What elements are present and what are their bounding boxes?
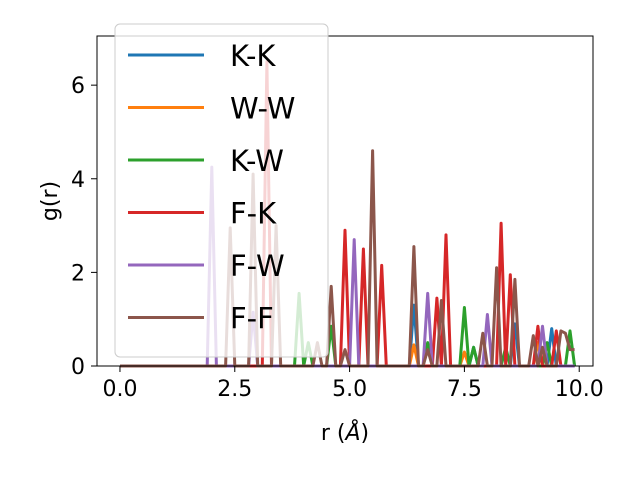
legend-label: F-W <box>230 249 285 283</box>
y-axis-label: g(r) <box>38 181 63 221</box>
x-tick-label: 2.5 <box>217 377 252 402</box>
legend-box <box>114 23 329 358</box>
y-tick-label: 0 <box>71 355 85 380</box>
x-tick-label: 7.5 <box>447 377 482 402</box>
x-axis-label-text: r ( <box>321 421 346 446</box>
x-axis: 0.0 2.5 5.0 7.5 10.0 <box>102 366 604 402</box>
legend-label: K-W <box>230 144 284 178</box>
y-axis: 0 2 4 6 <box>71 74 97 380</box>
x-tick-label: 5.0 <box>332 377 367 402</box>
legend-label: W-W <box>230 92 295 126</box>
y-tick-label: 6 <box>71 74 85 99</box>
x-axis-label-unit: Å <box>343 419 360 446</box>
x-tick-label: 10.0 <box>555 377 604 402</box>
x-axis-label: r (Å) <box>321 419 369 446</box>
x-tick-label: 0.0 <box>102 377 137 402</box>
y-tick-label: 2 <box>71 261 85 286</box>
y-tick-label: 4 <box>71 168 85 193</box>
legend-label: F-F <box>230 302 274 336</box>
legend-label: F-K <box>230 197 277 231</box>
legend-label: K-K <box>230 39 276 73</box>
plot-frame <box>96 35 594 367</box>
legend: K-K W-W K-W F-K F-W F-F <box>114 23 329 358</box>
x-axis-label-close: ) <box>361 421 370 446</box>
